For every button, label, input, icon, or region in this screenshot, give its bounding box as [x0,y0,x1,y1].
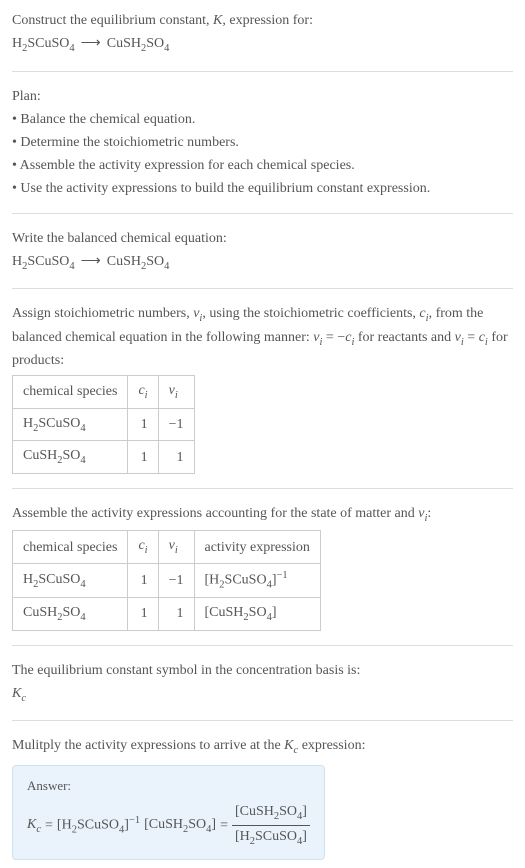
col-nui: νi [158,531,194,564]
cell-species: H2SCuSO4 [13,563,128,597]
cell-activity: [CuSH2SO4] [194,598,320,631]
divider [12,645,513,646]
divider [12,488,513,489]
plan-bullet: • Determine the stoichiometric numbers. [12,132,513,153]
assemble-line: Assemble the activity expressions accoun… [12,503,513,527]
table-row: chemical species ci νi [13,376,195,409]
symbol-line1: The equilibrium constant symbol in the c… [12,660,513,681]
term1: [H2SCuSO4]−1 [57,813,140,838]
cell-species: CuSH2SO4 [13,441,128,474]
balanced-line: Write the balanced chemical equation: [12,228,513,249]
kc-symbol: Kc [27,814,41,838]
fraction-numerator: [CuSH2SO4] [232,801,310,826]
plan-bullet-text: Determine the stoichiometric numbers. [20,135,239,150]
intro-line1: Construct the equilibrium constant, K, e… [12,10,513,31]
assign-text: Assign stoichiometric numbers, νi, using… [12,303,513,371]
cell-nui: −1 [158,408,194,441]
plan-bullet: • Assemble the activity expression for e… [12,155,513,176]
plan-bullet-text: Use the activity expressions to build th… [20,181,430,196]
cell-nui: −1 [158,563,194,597]
term2: [CuSH2SO4] [144,814,216,838]
answer-label: Answer: [27,776,310,796]
cell-ci: 1 [128,598,158,631]
cell-ci: 1 [128,408,158,441]
fraction: [CuSH2SO4] [H2SCuSO4] [232,801,310,849]
answer-equation: Kc = [H2SCuSO4]−1 [CuSH2SO4] = [CuSH2SO4… [27,801,310,849]
cell-species: CuSH2SO4 [13,598,128,631]
cell-nui: 1 [158,441,194,474]
fraction-denominator: [H2SCuSO4] [232,826,310,850]
table-row: CuSH2SO4 1 1 [CuSH2SO4] [13,598,321,631]
col-nui: νi [158,376,194,409]
plan-bullet-text: Assemble the activity expression for eac… [20,158,355,173]
col-species: chemical species [13,376,128,409]
cell-activity: [H2SCuSO4]−1 [194,563,320,597]
cell-nui: 1 [158,598,194,631]
divider [12,71,513,72]
symbol-kc: Kc [12,683,513,707]
cell-ci: 1 [128,563,158,597]
table-row: H2SCuSO4 1 −1 [H2SCuSO4]−1 [13,563,321,597]
intro-reaction: H2SCuSO4⟶CuSH2SO4 [12,33,513,57]
equals: = [45,815,53,836]
balanced-reaction: H2SCuSO4⟶CuSH2SO4 [12,251,513,275]
multiply-line: Mulitply the activity expressions to arr… [12,735,513,759]
col-ci: ci [128,531,158,564]
arrow-icon: ⟶ [81,33,101,54]
plan-bullet: • Balance the chemical equation. [12,109,513,130]
equals: = [220,815,228,836]
stoich-table: chemical species ci νi H2SCuSO4 1 −1 CuS… [12,375,195,474]
table-row: chemical species ci νi activity expressi… [13,531,321,564]
cell-species: H2SCuSO4 [13,408,128,441]
divider [12,288,513,289]
table-row: H2SCuSO4 1 −1 [13,408,195,441]
plan-header: Plan: [12,86,513,107]
table-row: CuSH2SO4 1 1 [13,441,195,474]
plan-bullet-text: Balance the chemical equation. [20,112,195,127]
answer-box: Answer: Kc = [H2SCuSO4]−1 [CuSH2SO4] = [… [12,765,325,861]
col-species: chemical species [13,531,128,564]
cell-ci: 1 [128,441,158,474]
divider [12,720,513,721]
activity-table: chemical species ci νi activity expressi… [12,530,321,630]
col-ci: ci [128,376,158,409]
arrow-icon: ⟶ [81,251,101,272]
divider [12,213,513,214]
plan-bullet: • Use the activity expressions to build … [12,178,513,199]
col-activity: activity expression [194,531,320,564]
